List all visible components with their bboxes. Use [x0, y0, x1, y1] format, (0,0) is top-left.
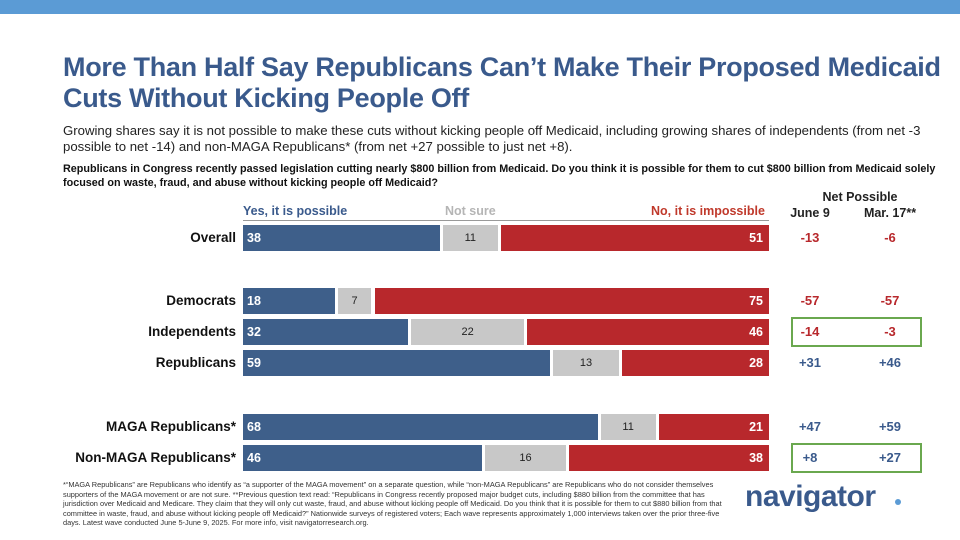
bar-no-overall: 51	[500, 225, 769, 251]
row-label-maga-republicans: MAGA Republicans*	[105, 419, 236, 434]
bar-not-sure-republicans: 13	[553, 350, 619, 376]
bar-yes-maga-republicans: 68	[243, 414, 598, 440]
net-june-independents: -14	[800, 324, 820, 339]
net-march-independents: -3	[884, 324, 896, 339]
footnote: *“MAGA Republicans” are Republicans who …	[63, 480, 722, 528]
net-june-overall: -13	[800, 230, 820, 245]
highlight-box-non-maga-republicans	[791, 443, 922, 473]
net-june-republicans: +31	[798, 355, 822, 370]
slide-title: More Than Half Say Republicans Can’t Mak…	[63, 52, 941, 113]
bar-not-sure-overall: 11	[442, 225, 498, 251]
row-label-democrats: Democrats	[166, 293, 236, 308]
row-label-overall: Overall	[190, 230, 236, 245]
net-possible-title: Net Possible	[822, 190, 898, 204]
net-col-june: June 9	[790, 206, 830, 220]
row-label-independents: Independents	[148, 324, 236, 339]
bar-not-sure-maga-republicans: 11	[600, 414, 656, 440]
survey-question: Republicans in Congress recently passed …	[63, 163, 936, 189]
net-march-republicans: +46	[878, 355, 902, 370]
net-march-non-maga-republicans: +27	[878, 450, 902, 465]
net-june-non-maga-republicans: +8	[802, 450, 818, 465]
net-june-maga-republicans: +47	[798, 419, 822, 434]
bar-not-sure-non-maga-republicans: 16	[484, 445, 567, 471]
bar-yes-republicans: 59	[243, 350, 551, 376]
logo-dot	[895, 499, 901, 505]
top-accent-bar	[0, 0, 960, 14]
bar-no-non-maga-republicans: 38	[569, 445, 769, 471]
bar-not-sure-democrats: 7	[337, 288, 372, 314]
bar-no-democrats: 75	[374, 288, 769, 314]
net-march-maga-republicans: +59	[878, 419, 902, 434]
bar-no-independents: 46	[527, 319, 769, 345]
bar-yes-independents: 32	[243, 319, 409, 345]
bar-no-republicans: 28	[621, 350, 769, 376]
legend-no: No, it is impossible	[651, 204, 765, 218]
legend-not-sure: Not sure	[445, 204, 496, 218]
header-divider	[243, 220, 769, 221]
slide-subtitle: Growing shares say it is not possible to…	[63, 123, 921, 154]
net-june-democrats: -57	[800, 293, 820, 308]
net-march-overall: -6	[884, 230, 896, 245]
legend-yes: Yes, it is possible	[243, 204, 348, 218]
navigator-logo: navigator	[745, 480, 876, 513]
net-march-democrats: -57	[880, 293, 900, 308]
bar-yes-democrats: 18	[243, 288, 335, 314]
row-label-non-maga-republicans: Non-MAGA Republicans*	[75, 450, 236, 465]
bar-not-sure-independents: 22	[411, 319, 525, 345]
row-label-republicans: Republicans	[155, 355, 236, 370]
bar-no-maga-republicans: 21	[658, 414, 769, 440]
highlight-box-independents	[791, 317, 922, 347]
net-col-march: Mar. 17**	[863, 206, 917, 220]
bar-yes-overall: 38	[243, 225, 440, 251]
bar-yes-non-maga-republicans: 46	[243, 445, 482, 471]
